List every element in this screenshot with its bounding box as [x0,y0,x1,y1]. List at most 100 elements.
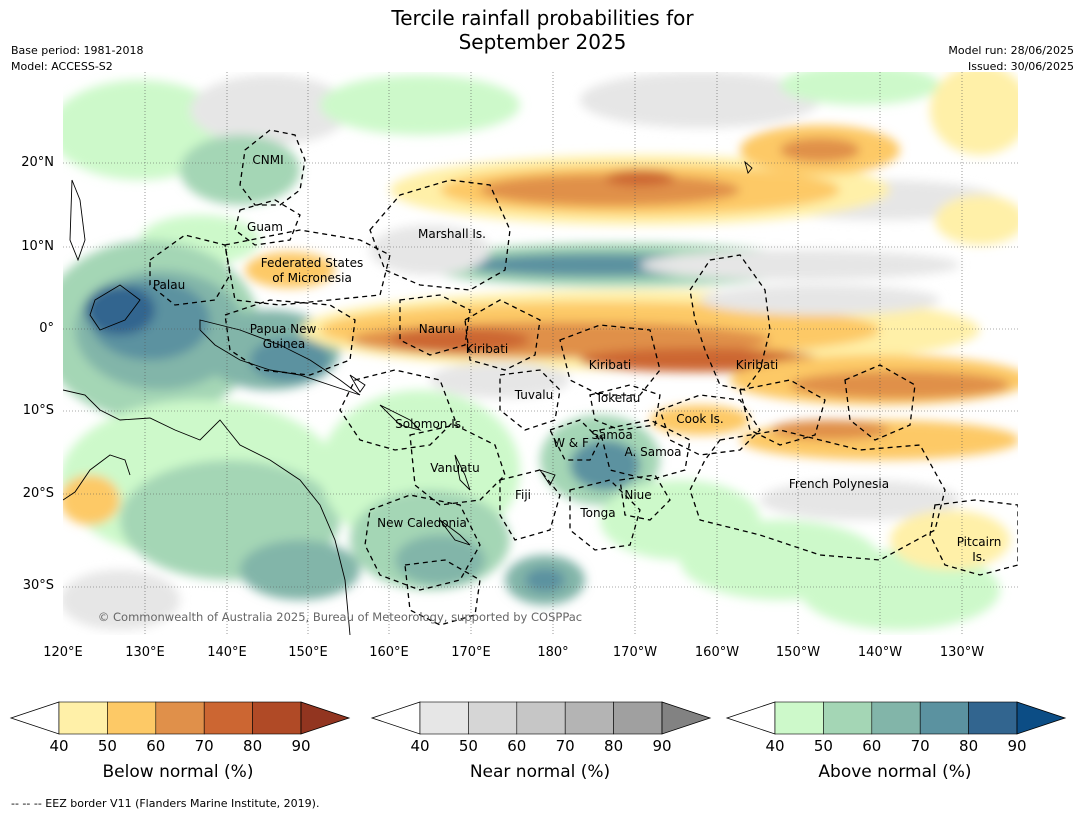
colorbar-above-segment [919,701,969,735]
lat-label: 0° [39,321,54,336]
region-label: Tokelau [595,391,641,405]
colorbar-below-segment [155,701,205,735]
eez-borders [149,129,1018,626]
colorbar-below-tick: 50 [98,737,117,755]
colorbar-below-segment [252,701,302,735]
region-label: Marshall Is. [418,227,486,241]
colorbar-above-tick: 60 [862,737,881,755]
colorbar-above-segment [823,701,873,735]
region-label: Is. [972,550,986,564]
lat-label: 10°S [22,403,54,418]
lon-label: 170°E [451,645,491,660]
colorbar-near-tick: 50 [459,737,478,755]
colorbar-below-min-arrow [9,701,60,735]
map-title: Tercile rainfall probabilities for Septe… [0,6,1085,54]
lat-label: 30°S [22,578,54,593]
colorbar-above-tick: 50 [814,737,833,755]
colorbar-near-tick: 60 [507,737,526,755]
colorbar-near-segment [613,701,663,735]
lon-label: 150°E [288,645,328,660]
lon-label: 170°W [612,645,658,660]
colorbar-title-near: Near normal (%) [469,762,611,782]
colorbar-near-segment [564,701,614,735]
region-label: Pitcairn [957,535,1002,549]
colorbar-below-tick: 80 [243,737,262,755]
region-label: Papua New [250,322,317,336]
region-label: Guam [247,220,283,234]
region-label: Fiji [515,488,531,502]
colorbar-above-segment [774,701,824,735]
colorbar-below-tick: 40 [49,737,68,755]
meta-left: Base period: 1981-2018 Model: ACCESS-S2 [11,43,143,75]
colorbar-near-tick: 40 [410,737,429,755]
colorbar-below-segment [107,701,157,735]
region-label: Guinea [263,337,306,351]
colorbar-below-tick: 70 [195,737,214,755]
region-label: Vanuatu [430,461,480,475]
region-label: French Polynesia [789,477,889,491]
lon-label: 120°E [43,645,83,660]
colorbar-near-segment [516,701,566,735]
colorbar-above-min-arrow [725,701,776,735]
lon-label: 150°W [775,645,821,660]
region-labels: CNMI Guam Marshall Is. Federated States … [153,153,1001,564]
region-label: Samoa [591,428,632,442]
colorbar-below-max-arrow [300,701,351,735]
base-period: Base period: 1981-2018 [11,44,144,57]
lon-label: 140°W [857,645,903,660]
colorbar-above-tick: 40 [765,737,784,755]
colorbar-title-below: Below normal (%) [102,762,254,782]
colorbars: 40 50 60 70 80 90 40 50 60 70 80 90 40 50 60 70 80 90 [9,701,1067,755]
title-line-2: September 2025 [458,30,627,54]
lat-label: 20°N [21,155,54,170]
region-label: Palau [153,278,185,292]
region-label: Tuvalu [514,388,554,402]
map-canvas: CNMI Guam Marshall Is. Federated States … [63,72,1018,635]
lat-label: 20°S [22,486,54,501]
colorbar-above-max-arrow [1016,701,1067,735]
region-label: Nauru [419,322,455,336]
colorbar-above-segment [968,701,1018,735]
region-label: A. Samoa [625,445,682,459]
lon-label: 180° [537,645,569,660]
coastlines [63,160,753,635]
lon-label: 160°E [369,645,409,660]
colorbar-near-tick: 90 [652,737,671,755]
colorbar-near-tick: 80 [604,737,623,755]
region-label: Niue [624,488,651,502]
colorbar-below-segment [58,701,108,735]
region-label: Tonga [579,506,615,520]
region-label: Kiribati [466,342,508,356]
model-run: Model run: 28/06/2025 [948,44,1074,57]
colorbar-near-max-arrow [661,701,712,735]
region-label: New Caledonia [377,516,467,530]
title-line-1: Tercile rainfall probabilities for [391,6,694,30]
probability-field [63,72,1018,635]
colorbar-above-segment [871,701,921,735]
region-label: Kiribati [736,358,778,372]
colorbar-near-tick: 70 [556,737,575,755]
colorbar-above-tick: 90 [1007,737,1026,755]
colorbar-above-tick: 70 [911,737,930,755]
colorbar-below-segment [203,701,253,735]
region-label: W & F [553,436,589,450]
meta-right: Model run: 28/06/2025 Issued: 30/06/2025 [948,43,1074,75]
eez-footnote: -- -- -- EEZ border V11 (Flanders Marine… [11,797,320,810]
lat-label: 10°N [21,239,54,254]
lon-label: 130°E [125,645,165,660]
copyright-notice: © Commonwealth of Australia 2025, Bureau… [98,610,582,624]
region-label: of Micronesia [272,271,352,285]
region-label: Federated States [261,256,363,270]
graticule [63,72,1018,635]
colorbar-above-tick: 80 [959,737,978,755]
colorbar-title-above: Above normal (%) [818,762,972,782]
colorbar-near-segment [419,701,469,735]
colorbar-near-min-arrow [370,701,421,735]
colorbar-near-segment [468,701,518,735]
region-label: Cook Is. [676,412,723,426]
region-label: Kiribati [589,358,631,372]
region-label: Solomon Is. [395,417,465,431]
model-name: Model: ACCESS-S2 [11,60,113,73]
lon-label: 130°W [939,645,985,660]
lon-label: 160°W [694,645,740,660]
